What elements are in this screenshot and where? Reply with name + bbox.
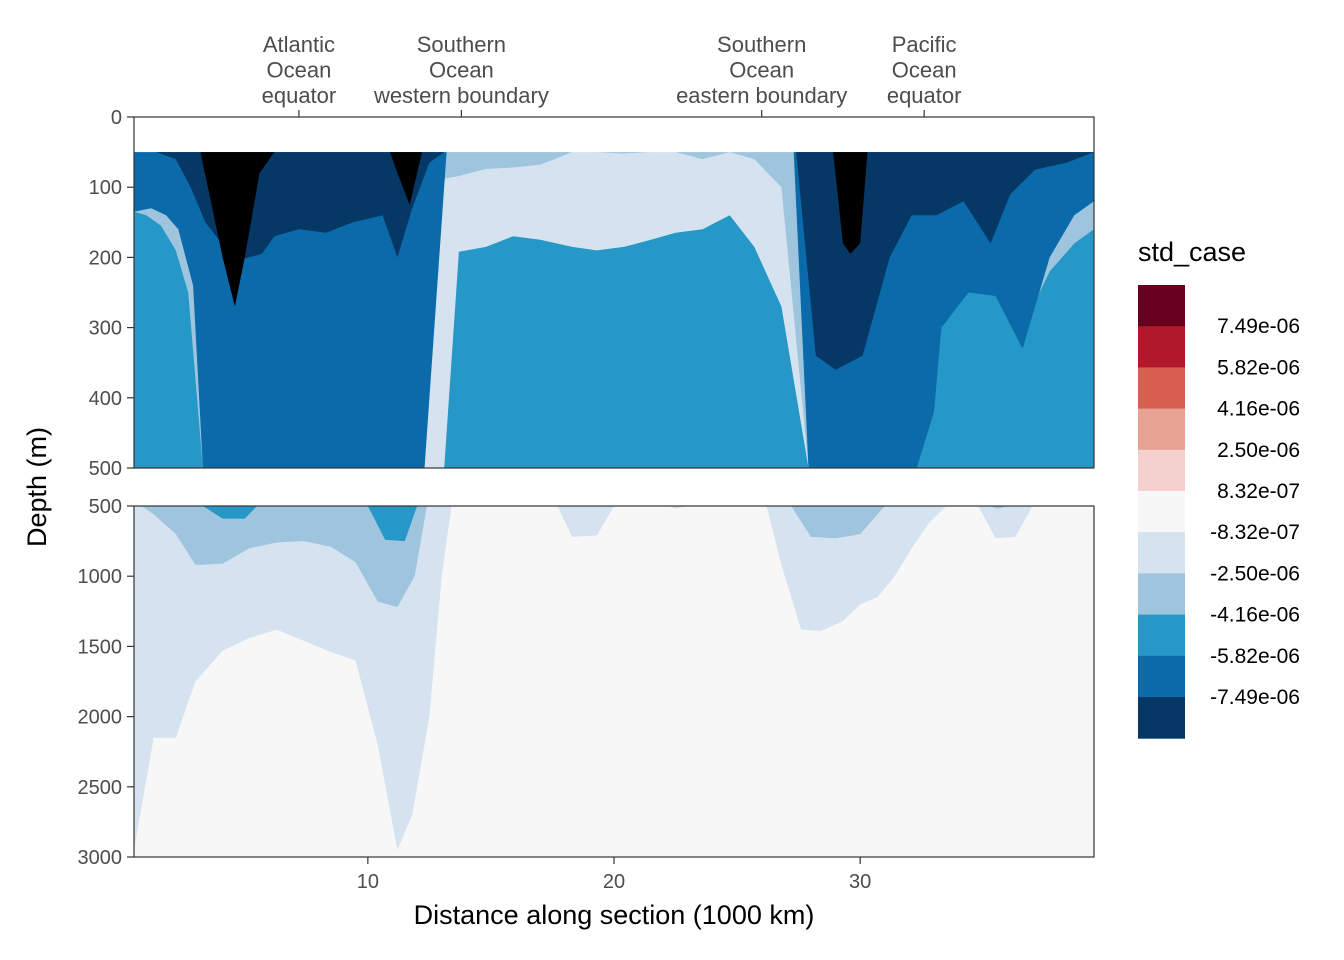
contour-band-lower-9	[202, 506, 258, 519]
legend-break-label: -5.82e-06	[1210, 645, 1300, 668]
region-label-0-line-0: Atlantic	[263, 32, 335, 57]
x-tick-label: 20	[603, 871, 625, 893]
contour-band-lower-4	[978, 506, 1033, 539]
legend-break-label: 4.16e-06	[1217, 398, 1300, 421]
region-label-1-line-0: Southern	[417, 32, 506, 57]
x-tick-label: 10	[357, 871, 379, 893]
x-axis-title: Distance along section (1000 km)	[414, 900, 815, 930]
contour-band-lower-10	[367, 506, 418, 542]
contour-band-lower-5	[134, 506, 147, 570]
legend-break-label: 7.49e-06	[1217, 315, 1300, 338]
y-tick-label: 400	[89, 388, 122, 410]
legend-break-label: -2.50e-06	[1210, 562, 1300, 585]
contour-band-lower-2	[557, 506, 614, 537]
x-tick-label: 30	[849, 871, 871, 893]
contour-band-lower-6	[141, 506, 427, 608]
region-label-3-line-0: Pacific	[892, 32, 957, 57]
legend-swatch	[1138, 614, 1185, 657]
legend-swatch	[1138, 326, 1185, 368]
legend-swatch	[1138, 697, 1185, 739]
region-label-3-line-1: Ocean	[892, 58, 957, 83]
legend-swatch	[1138, 449, 1185, 492]
upper-panel-frame	[133, 116, 1095, 469]
y-tick-label: 3000	[78, 847, 123, 869]
region-labels: AtlanticOceanequatorSouthernOceanwestern…	[262, 32, 962, 117]
y-tick-label: 1000	[78, 566, 123, 588]
y-tick-label: 200	[89, 247, 122, 269]
upper-contour-fields	[134, 152, 1094, 468]
y-tick-label: 2500	[78, 777, 123, 799]
legend: std_case 7.49e-06 5.82e-06 4.16e-06 2.50e-0…	[1138, 237, 1300, 739]
legend-swatch	[1138, 491, 1185, 533]
y-tick-label: 500	[89, 458, 122, 480]
contour-band-upper-2	[134, 211, 1094, 468]
y-tick-label: 0	[111, 107, 122, 129]
region-label-1-line-1: Ocean	[429, 58, 494, 83]
y-tick-label: 1500	[78, 636, 123, 658]
contour-band-lower-3	[668, 506, 688, 509]
lower-contour-fields	[134, 506, 1094, 857]
contour-band-lower-8	[988, 506, 1008, 509]
legend-break-label: -8.32e-07	[1210, 521, 1300, 544]
y-tick-label: 500	[89, 496, 122, 518]
legend-swatch	[1138, 655, 1185, 698]
region-label-0-line-1: Ocean	[267, 58, 332, 83]
region-label-2-line-2: eastern boundary	[676, 83, 847, 108]
legend-break-label: -7.49e-06	[1210, 686, 1300, 709]
y-tick-label: 2000	[78, 707, 123, 729]
axes: 0 100 200 300 400 500 500 1000 1500 2000 2500 3000 1…	[78, 107, 872, 893]
region-label-0-line-2: equator	[262, 83, 337, 108]
legend-swatch	[1138, 408, 1185, 451]
legend-swatch	[1138, 367, 1185, 410]
legend-swatch	[1138, 573, 1185, 616]
region-label-1-line-2: western boundary	[373, 83, 549, 108]
region-label-2-line-1: Ocean	[729, 58, 794, 83]
legend-break-label: 8.32e-07	[1217, 480, 1300, 503]
y-tick-label: 100	[89, 177, 122, 199]
legend-title: std_case	[1138, 237, 1246, 267]
contour-band-lower-7	[791, 506, 885, 539]
region-label-3-line-2: equator	[887, 83, 962, 108]
legend-break-label: 2.50e-06	[1217, 439, 1300, 462]
legend-swatch	[1138, 285, 1185, 327]
region-label-2-line-0: Southern	[717, 32, 806, 57]
contour-band-lower-1	[134, 506, 947, 850]
legend-break-label: 5.82e-06	[1217, 356, 1300, 379]
y-axis-title: Depth (m)	[22, 427, 52, 547]
legend-swatch	[1138, 532, 1185, 574]
legend-break-label: -4.16e-06	[1210, 604, 1300, 627]
y-tick-label: 300	[89, 318, 122, 340]
